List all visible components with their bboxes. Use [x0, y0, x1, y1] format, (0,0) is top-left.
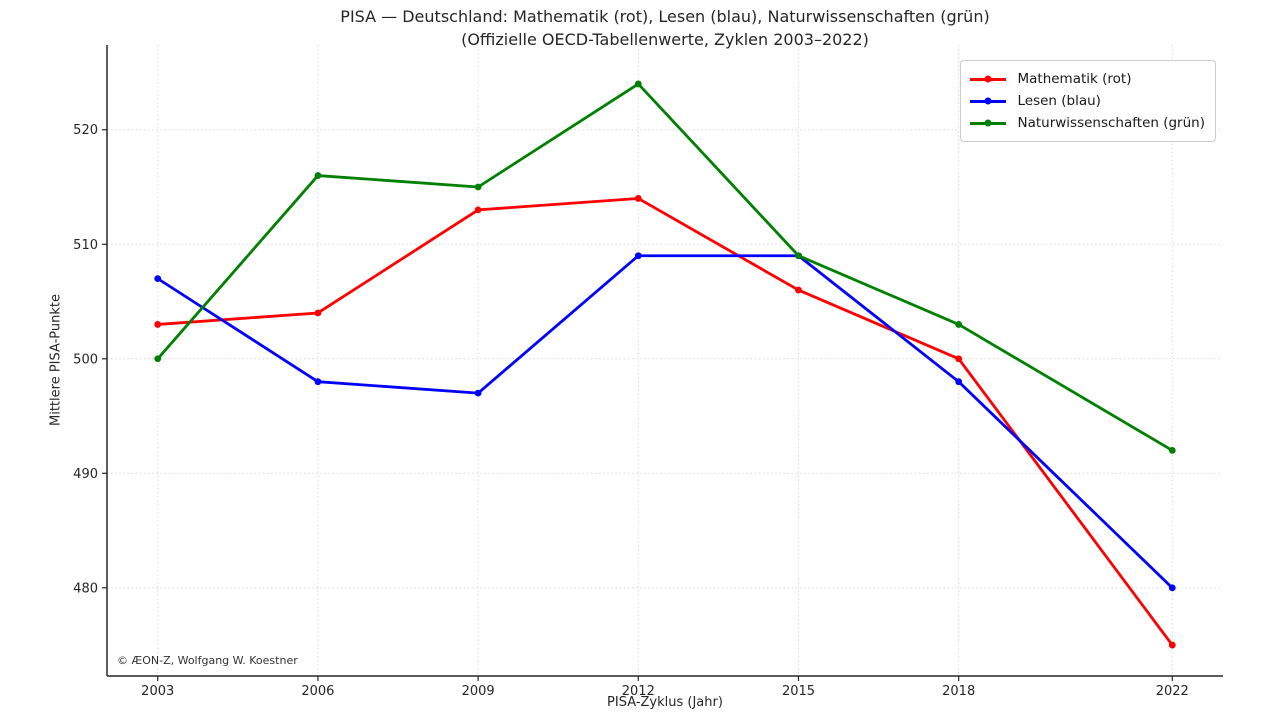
legend-dot-icon	[984, 97, 992, 105]
chart-title: PISA — Deutschland: Mathematik (rot), Le…	[340, 5, 989, 51]
legend-label-mathematik: Mathematik (rot)	[1017, 71, 1132, 87]
legend-label-lesen: Lesen (blau)	[1017, 93, 1101, 109]
chart-title-line2: (Offizielle OECD-Tabellenwerte, Zyklen 2…	[461, 30, 869, 49]
svg-text:480: 480	[73, 581, 98, 596]
svg-text:2003: 2003	[141, 684, 174, 699]
legend: Mathematik (rot) Lesen (blau) Naturwisse…	[960, 60, 1216, 142]
svg-text:500: 500	[73, 352, 98, 367]
svg-text:2006: 2006	[301, 684, 334, 699]
legend-line-marker-icon	[970, 75, 1007, 83]
legend-line-marker-icon	[970, 119, 1007, 127]
svg-text:510: 510	[73, 238, 98, 253]
legend-row-lesen: Lesen (blau)	[970, 90, 1205, 112]
y-axis-label: Mittlere PISA-Punkte	[48, 294, 64, 426]
legend-label-naturwissenschaften: Naturwissenschaften (grün)	[1017, 115, 1205, 131]
legend-row-mathematik: Mathematik (rot)	[970, 68, 1205, 90]
svg-text:2022: 2022	[1156, 684, 1189, 699]
chart-title-line1: PISA — Deutschland: Mathematik (rot), Le…	[340, 7, 990, 26]
copyright-note: © ÆON-Z, Wolfgang W. Koestner	[117, 654, 298, 667]
svg-text:490: 490	[73, 467, 98, 482]
legend-row-naturwissenschaften: Naturwissenschaften (grün)	[970, 112, 1205, 134]
svg-text:2012: 2012	[622, 684, 655, 699]
svg-text:520: 520	[73, 123, 98, 138]
svg-text:2009: 2009	[462, 684, 495, 699]
x-axis-label: PISA-Zyklus (Jahr)	[607, 695, 723, 710]
svg-text:2015: 2015	[782, 684, 815, 699]
legend-dot-icon	[984, 75, 992, 83]
legend-line-marker-icon	[970, 97, 1007, 105]
legend-dot-icon	[984, 119, 992, 127]
svg-text:2018: 2018	[942, 684, 975, 699]
